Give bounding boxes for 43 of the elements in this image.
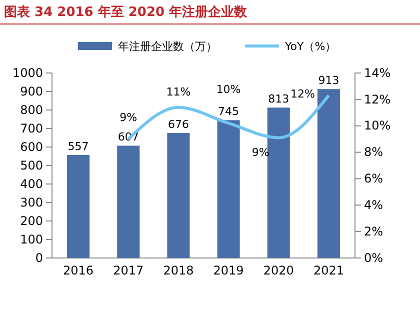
- y-tick-label: 400: [20, 176, 43, 191]
- data-label: 557: [68, 140, 89, 153]
- x-tick-label: 2016: [63, 264, 94, 278]
- y2-tick-label: 0%: [364, 250, 384, 265]
- y-tick-label: 500: [20, 158, 43, 172]
- y2-tick-label: 12%: [364, 92, 391, 106]
- bar: [317, 89, 340, 258]
- y-tick-label: 900: [20, 84, 43, 98]
- data-label: 10%: [216, 83, 241, 96]
- x-tick-label: 2021: [313, 264, 344, 278]
- y2-tick-label: 6%: [364, 172, 384, 186]
- bar: [167, 132, 190, 258]
- y2-tick-label: 10%: [364, 118, 391, 133]
- y2-tick-label: 4%: [364, 198, 384, 212]
- data-label: 813: [268, 92, 290, 106]
- data-label: 913: [318, 74, 340, 88]
- y-tick-label: 1000: [12, 66, 43, 80]
- bar: [217, 120, 240, 258]
- bar: [117, 146, 140, 258]
- y2-tick-label: 14%: [364, 66, 391, 80]
- data-label: 9%: [120, 111, 138, 124]
- chart-title: 图表 34 2016 年至 2020 年注册企业数: [4, 4, 248, 20]
- data-label: 676: [168, 118, 189, 131]
- x-tick-label: 2020: [263, 264, 294, 278]
- y-tick-label: 700: [20, 121, 43, 136]
- bar: [267, 108, 290, 258]
- y2-tick-label: 2%: [364, 224, 384, 238]
- legend-label: 年注册企业数（万）: [118, 40, 217, 53]
- x-tick-label: 2019: [213, 264, 244, 278]
- data-label: 745: [218, 105, 240, 118]
- y-tick-label: 800: [20, 102, 43, 117]
- y-tick-label: 600: [20, 140, 43, 154]
- legend-label: YoY（%）: [284, 40, 336, 53]
- x-tick-label: 2018: [163, 264, 194, 278]
- y-tick-label: 300: [20, 195, 43, 210]
- data-label: 11%: [166, 85, 191, 98]
- data-label: 12%: [290, 87, 315, 100]
- bar: [67, 154, 90, 258]
- y-tick-label: 100: [20, 232, 43, 246]
- x-tick-label: 2017: [113, 264, 144, 278]
- y-tick-label: 200: [20, 214, 43, 228]
- y2-tick-label: 8%: [364, 145, 384, 160]
- y-tick-label: 0: [35, 250, 43, 265]
